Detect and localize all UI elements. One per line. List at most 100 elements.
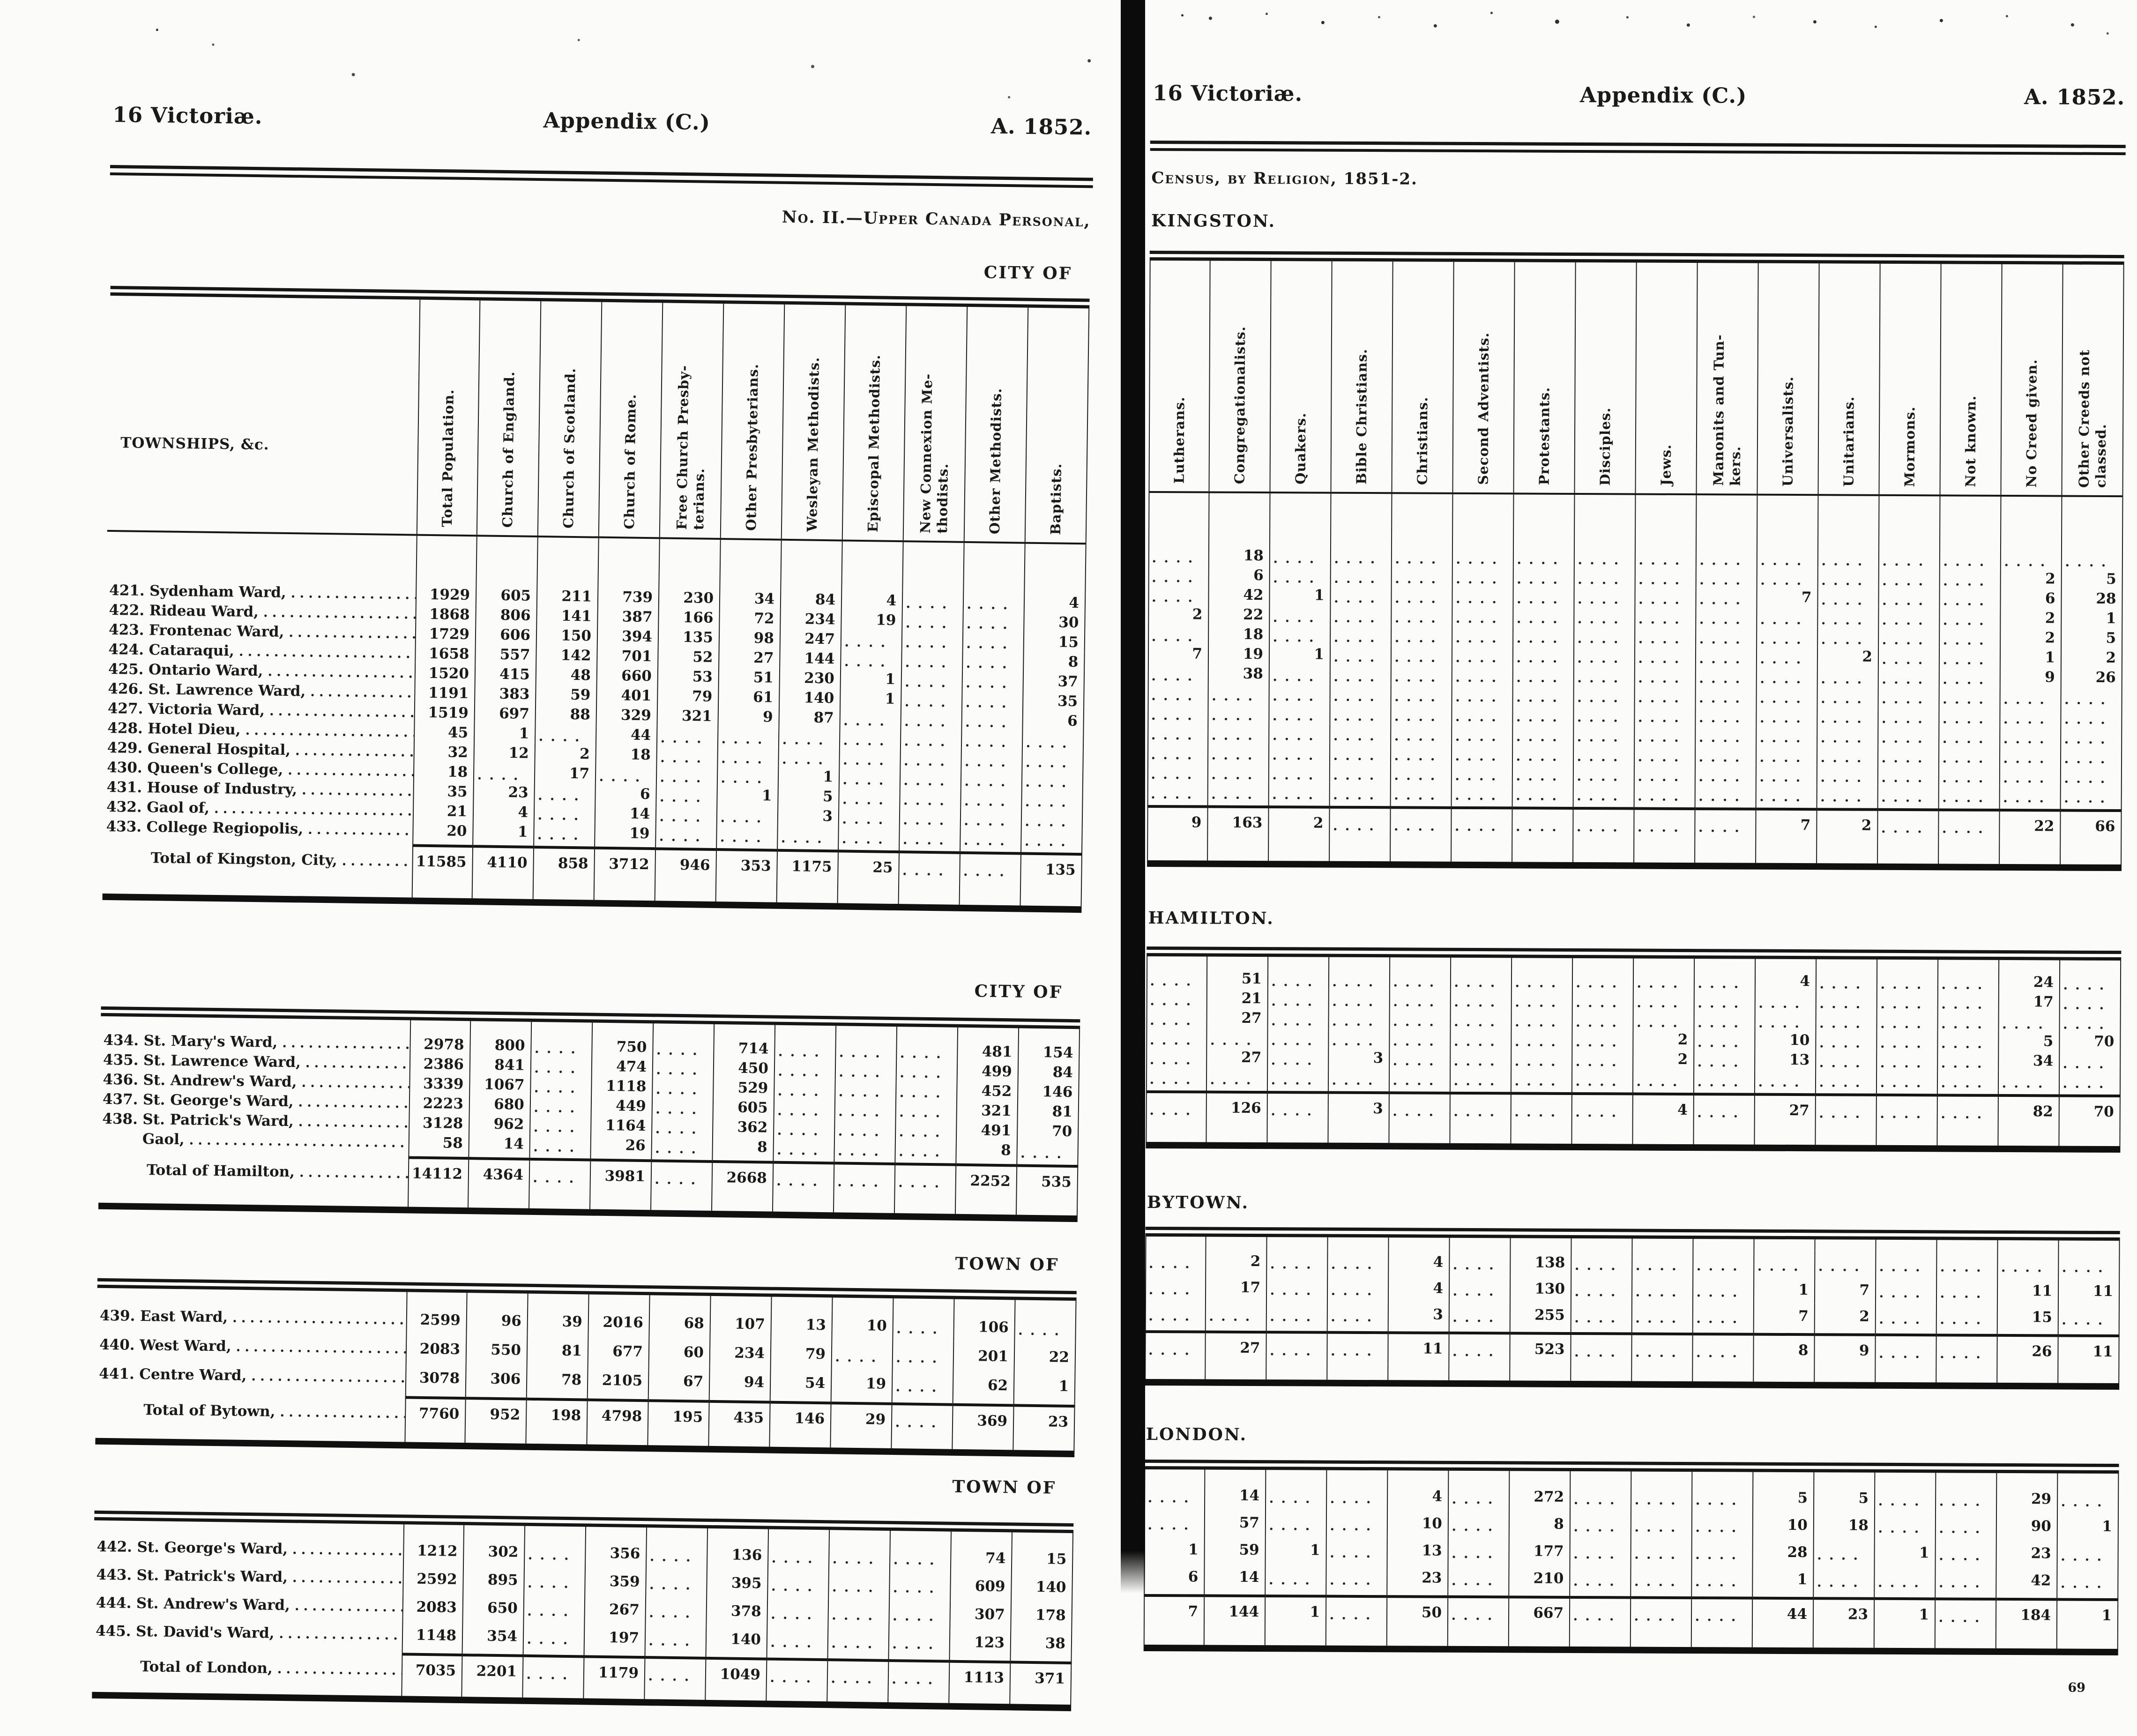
- table-cell: ....: [1330, 684, 1392, 704]
- table-cell: ....: [1572, 1095, 1633, 1125]
- table-cell: ....: [1693, 1276, 1755, 1303]
- table-cell: ....: [1692, 1484, 1754, 1512]
- table-cell: ....: [1452, 743, 1513, 764]
- table-cell: 1: [1874, 1600, 1936, 1630]
- table-cell: 184: [1996, 1600, 2058, 1630]
- table-cell: ....: [1449, 1334, 1511, 1364]
- table-cell: ....: [1696, 587, 1757, 607]
- table-cell: ....: [1695, 810, 1757, 840]
- table-cell: ....: [1326, 1597, 1388, 1627]
- table-cell: ....: [1512, 783, 1574, 803]
- table-cell: 11: [2058, 1337, 2120, 1367]
- table-cell: ....: [1818, 627, 1879, 647]
- table-cell: 19: [1208, 644, 1270, 664]
- table-cell: ....: [1205, 1469, 1266, 1483]
- table-cell: ....: [1267, 1123, 1329, 1143]
- volume-label: 16 Victoriæ.: [1153, 81, 1303, 106]
- table-cell: ....: [2058, 1304, 2120, 1331]
- column-header: Quakers.: [1270, 261, 1333, 492]
- table-cell: ....: [1817, 686, 1879, 706]
- table-cell: ....: [1875, 1472, 1936, 1485]
- table-cell: ....: [1208, 742, 1270, 763]
- table-cell: ....: [1691, 1599, 1753, 1629]
- table-cell: ....: [2058, 1485, 2119, 1513]
- table-cell: 26: [1997, 1336, 2059, 1366]
- table-cell: ....: [1875, 1566, 1936, 1594]
- table-cell: ....: [1330, 664, 1392, 685]
- table-cell: ....: [1513, 685, 1574, 705]
- table-cell: ....: [1939, 726, 2001, 746]
- column-header: Disciples.: [1575, 262, 1637, 493]
- table-cell: ....: [1513, 566, 1575, 587]
- table-cell: 2: [1206, 1248, 1267, 1275]
- table-cell: ....: [1816, 1030, 1877, 1051]
- table-cell: ....: [1939, 745, 2001, 766]
- table-cell: ....: [1451, 969, 1512, 990]
- table-cell: ....: [1509, 1627, 1570, 1647]
- table-cell: ....: [1754, 1364, 1815, 1382]
- table-cell: ....: [1817, 666, 1879, 686]
- table-cell: ....: [1392, 566, 1453, 586]
- table-cell: 28: [1753, 1538, 1814, 1566]
- table-cell: ....: [1326, 1564, 1388, 1592]
- table-cell: ....: [1757, 626, 1818, 647]
- table-cell: ....: [1817, 765, 1878, 785]
- table-cell: ....: [1331, 566, 1392, 586]
- table-cell: ....: [1879, 496, 1941, 549]
- table-cell: 138: [1511, 1249, 1572, 1276]
- table-cell: 82: [1998, 1096, 2060, 1126]
- column-header-row: Lutherans. Congregationalists. Quakers. Bib…: [1148, 260, 2124, 498]
- table-cell: ....: [1145, 1274, 1206, 1301]
- table-cell: ....: [2059, 1126, 2121, 1147]
- table-cell: ....: [1451, 1009, 1512, 1029]
- table-cell: ....: [1391, 782, 1452, 803]
- table-cell: ....: [1511, 1238, 1572, 1250]
- table-cell: ....: [1392, 546, 1453, 566]
- table-cell: ....: [1204, 1626, 1266, 1646]
- table-row: .... 2........ 4.... 138...................…: [1145, 1247, 2120, 1279]
- table-cell: 22: [1209, 604, 1270, 625]
- table-cell: ....: [1570, 1627, 1631, 1647]
- table-cell: ....: [1209, 493, 1271, 546]
- table-cell: ....: [1572, 970, 1634, 991]
- table-cell: ....: [1817, 745, 1879, 765]
- column-header: Bible Christians.: [1331, 261, 1393, 492]
- table-cell: 7: [1147, 643, 1209, 664]
- table-cell: ....: [1391, 664, 1452, 685]
- table-cell: ....: [2059, 1240, 2120, 1252]
- table-cell: ....: [1938, 1031, 1999, 1051]
- table-cell: ....: [1818, 568, 1879, 588]
- table-cell: ....: [1448, 1627, 1509, 1647]
- table-cell: ....: [1877, 971, 1939, 992]
- table-cell: ....: [1876, 1239, 1937, 1252]
- table-cell: ....: [1816, 971, 1878, 991]
- table-cell: ....: [1206, 1237, 1267, 1249]
- table-cell: ....: [1635, 665, 1696, 686]
- table-cell: ....: [1937, 1240, 1998, 1252]
- table-cell: ....: [1574, 645, 1636, 666]
- table-cell: ....: [1267, 1094, 1329, 1123]
- table-cell: ....: [1146, 1047, 1207, 1067]
- table-cell: ....: [1570, 1510, 1632, 1538]
- table-cell: ....: [1818, 548, 1879, 568]
- table-cell: ....: [1391, 743, 1452, 763]
- table-cell: 8: [1754, 1335, 1815, 1365]
- table-cell: ....: [1450, 1094, 1512, 1124]
- table-cell: ....: [1331, 605, 1392, 626]
- table-cell: ....: [1574, 665, 1635, 685]
- table-cell: 24: [1999, 972, 2061, 992]
- table-cell: 11: [1997, 1277, 2059, 1304]
- table-cell: ....: [1757, 495, 1819, 549]
- table-cell: ....: [1755, 991, 1817, 1011]
- table-cell: ....: [1268, 1048, 1329, 1068]
- table-cell: ....: [1692, 1511, 1754, 1539]
- section-heading: KINGSTON.: [1151, 211, 1276, 231]
- table-cell: ....: [1146, 968, 1208, 989]
- table-cell: ....: [1388, 1363, 1450, 1380]
- table-cell: ....: [1389, 1237, 1450, 1249]
- table-cell: ....: [1452, 704, 1513, 724]
- table-cell: 26: [2061, 667, 2122, 688]
- table-cell: ....: [1389, 1068, 1451, 1088]
- table-cell: ....: [1512, 1009, 1573, 1029]
- table-cell: 42: [1996, 1566, 2058, 1594]
